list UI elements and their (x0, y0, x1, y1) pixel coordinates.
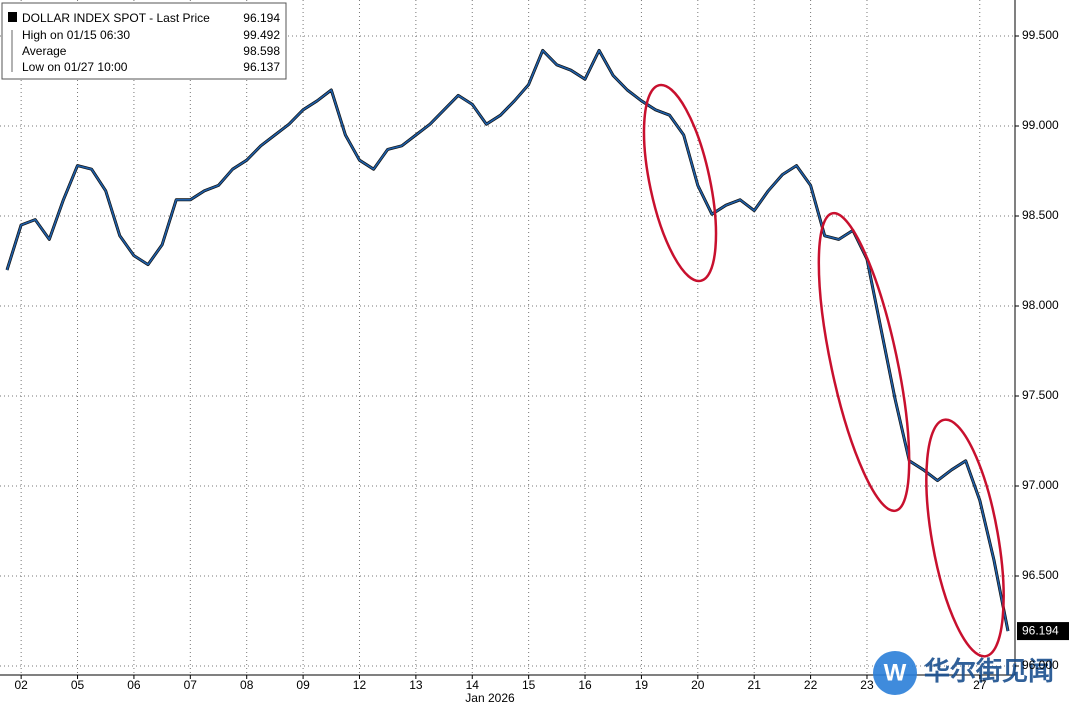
watermark-logo-letter: W (884, 659, 907, 686)
x-tick-label: 02 (14, 678, 28, 692)
highlight-ellipse (642, 83, 718, 283)
x-tick-label: 15 (522, 678, 536, 692)
watermark-logo (873, 651, 917, 695)
last-price-tag (1017, 622, 1069, 641)
y-tick-label: 97.500 (1022, 388, 1059, 402)
grid (0, 0, 1015, 675)
y-tick-label: 96.000 (1022, 658, 1059, 672)
legend-label: Average (22, 44, 67, 58)
y-tick-label: 99.000 (1022, 118, 1059, 132)
x-tick-label: 27 (973, 678, 987, 692)
x-axis-title: Jan 2026 (465, 691, 515, 705)
x-tick-label: 14 (466, 678, 480, 692)
legend: DOLLAR INDEX SPOT - Last Price 96.194 Hi… (1, 2, 287, 80)
x-tick-label: 23 (860, 678, 874, 692)
legend-box (1, 2, 287, 80)
legend-value: 96.194 (243, 11, 280, 25)
x-tick-label: 06 (127, 678, 141, 692)
x-tick-label: 05 (71, 678, 85, 692)
x-tick-label: 12 (353, 678, 367, 692)
y-tick-label: 98.000 (1022, 298, 1059, 312)
x-tick-label: 19 (635, 678, 649, 692)
highlight-ellipse (925, 418, 1005, 658)
legend-swatch (8, 12, 17, 22)
x-tick-label: 16 (578, 678, 592, 692)
legend-label: Low on 01/27 10:00 (22, 60, 128, 74)
price-line (6, 49, 1009, 632)
plot (5, 48, 1010, 632)
highlight-ellipse (817, 211, 911, 513)
x-tick-label: 13 (409, 678, 423, 692)
watermark: W 华尔街见闻 (873, 651, 1054, 695)
x-tick-label: 08 (240, 678, 254, 692)
legend-value: 96.137 (243, 60, 280, 74)
x-tick-label: 07 (184, 678, 198, 692)
legend-label: High on 01/15 06:30 (22, 28, 130, 42)
legend-value: 99.492 (243, 28, 280, 42)
last-price-label: 96.194 (1022, 623, 1059, 637)
y-tick-label: 99.500 (1022, 28, 1059, 42)
watermark-text: 华尔街见闻 (924, 656, 1054, 686)
y-tick-label: 98.500 (1022, 208, 1059, 222)
legend-value: 98.598 (243, 44, 280, 58)
x-tick-label: 20 (691, 678, 705, 692)
x-tick-label: 09 (296, 678, 310, 692)
legend-label: DOLLAR INDEX SPOT - Last Price (22, 11, 210, 25)
y-tick-label: 96.500 (1022, 568, 1059, 582)
x-tick-label: 21 (748, 678, 762, 692)
x-tick-label: 22 (804, 678, 818, 692)
y-tick-label: 97.000 (1022, 478, 1059, 492)
